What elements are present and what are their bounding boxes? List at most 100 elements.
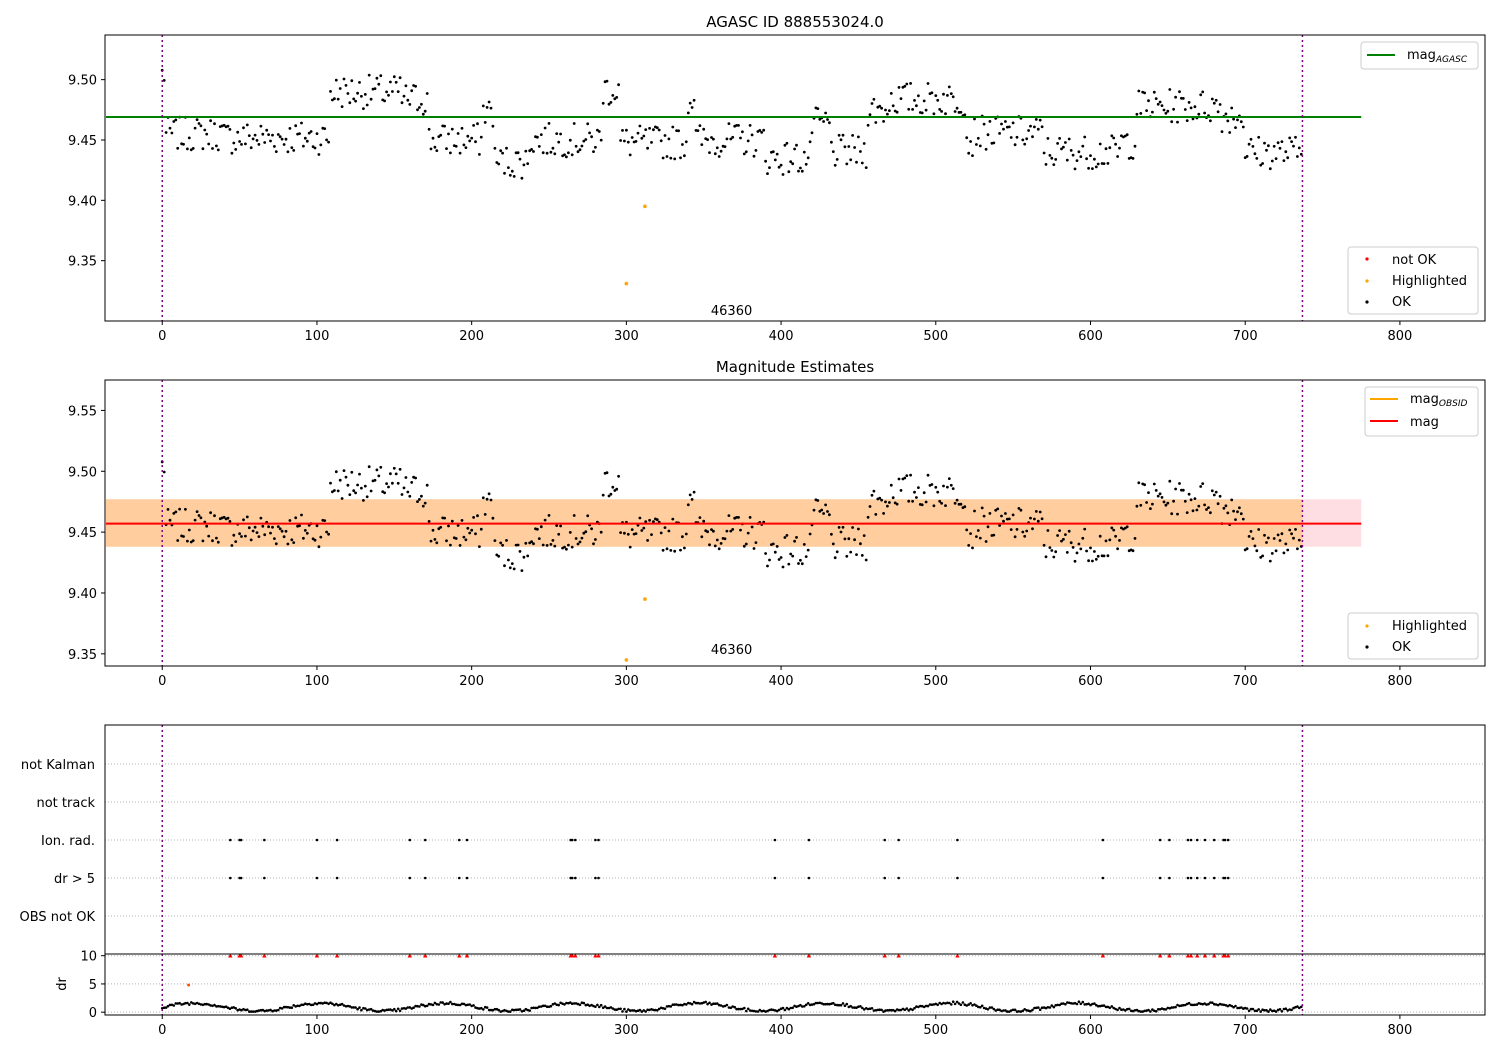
dr-point <box>1077 1000 1081 1003</box>
dr-point <box>1187 1001 1191 1005</box>
ok-point <box>1071 546 1075 549</box>
ok-point <box>1058 529 1061 532</box>
ok-point <box>831 150 835 154</box>
ok-point <box>1168 479 1172 483</box>
ok-point <box>1116 155 1119 158</box>
ok-point <box>826 510 829 513</box>
ok-point <box>532 542 535 546</box>
ok-point <box>489 106 493 110</box>
x-tick-label: 800 <box>1387 329 1412 344</box>
ion-rad-flag-point <box>570 838 574 842</box>
ok-point <box>284 137 288 141</box>
ok-point <box>828 513 831 517</box>
dr-point <box>482 1008 485 1011</box>
ok-point <box>909 473 912 477</box>
dr-point <box>518 1008 522 1011</box>
ok-point <box>1259 556 1263 559</box>
ok-point <box>992 141 996 145</box>
ok-point <box>236 130 240 134</box>
dr-point <box>953 1002 957 1006</box>
dr-point <box>756 1010 760 1013</box>
ok-point <box>288 519 292 522</box>
ok-point <box>530 540 533 544</box>
dr-point <box>596 1003 599 1007</box>
dr-point <box>296 1004 299 1008</box>
ok-point <box>1156 494 1160 498</box>
dr-point <box>325 1001 328 1005</box>
ok-point <box>748 516 752 519</box>
ok-point <box>255 139 259 142</box>
dr-gt-5-flag-point <box>594 876 597 880</box>
dr-point <box>835 1003 839 1007</box>
ok-point <box>489 498 493 502</box>
ok-point <box>946 94 949 97</box>
dr-point <box>257 1009 261 1012</box>
ok-point <box>1021 138 1025 142</box>
ok-point <box>302 536 305 540</box>
ok-point <box>816 107 820 110</box>
ok-point <box>228 127 232 131</box>
legend-ok-marker <box>1365 300 1369 304</box>
ok-point <box>514 543 518 547</box>
ok-point <box>294 124 298 128</box>
ok-point <box>408 494 412 498</box>
ok-point <box>599 138 603 142</box>
ok-point <box>416 108 419 112</box>
ok-point <box>1236 118 1239 122</box>
ok-point <box>1096 554 1100 558</box>
ok-point <box>1000 122 1003 126</box>
ok-point <box>493 146 497 150</box>
ok-point <box>880 498 883 502</box>
dr-point <box>1013 1008 1017 1012</box>
dr-point <box>841 1002 845 1005</box>
dr-capped-marker <box>1167 953 1172 958</box>
ok-point <box>427 520 431 523</box>
ok-point <box>690 498 694 501</box>
ok-point <box>936 98 940 102</box>
dr-point <box>429 1003 433 1006</box>
ok-point <box>1193 105 1197 109</box>
ok-point <box>816 499 820 502</box>
dr-point <box>275 1009 278 1012</box>
ok-point <box>804 555 808 558</box>
ok-point <box>1042 543 1046 547</box>
ok-point <box>826 118 829 121</box>
ok-point <box>764 159 767 163</box>
ok-point <box>1226 511 1230 515</box>
ok-point <box>609 101 613 104</box>
ok-point <box>886 112 889 116</box>
dr-point <box>509 1010 512 1013</box>
dr-point <box>1191 1003 1195 1007</box>
dr-point <box>613 1008 617 1011</box>
dr-point <box>412 1006 415 1009</box>
ok-point <box>607 102 611 106</box>
ok-point <box>1209 511 1212 515</box>
ok-point <box>609 492 613 496</box>
dr-capped-marker <box>262 953 267 958</box>
ok-point <box>394 80 398 84</box>
ok-point <box>1251 145 1255 148</box>
ok-point <box>522 163 526 167</box>
dr-point <box>839 1003 843 1007</box>
x-tick-label: 100 <box>305 329 330 344</box>
ok-point <box>518 157 522 161</box>
dr-point <box>1149 1010 1152 1013</box>
dr-point <box>447 1002 450 1005</box>
ok-point <box>244 534 247 538</box>
dr-point <box>199 1003 203 1006</box>
ok-point <box>470 528 474 532</box>
ok-point <box>795 143 798 147</box>
ok-point <box>249 538 253 542</box>
ok-point <box>859 542 862 546</box>
ok-point <box>1195 508 1199 512</box>
dr-point <box>617 1007 620 1011</box>
ok-point <box>795 536 798 539</box>
dr-point <box>319 1001 323 1005</box>
ok-point <box>696 129 700 133</box>
ok-point <box>435 541 439 545</box>
ok-point <box>503 171 506 175</box>
dr-point <box>704 1000 707 1004</box>
ok-point <box>860 554 864 557</box>
legend-mag-obsid-label: magOBSID <box>1410 392 1468 409</box>
x-tick-label: 100 <box>305 674 330 689</box>
